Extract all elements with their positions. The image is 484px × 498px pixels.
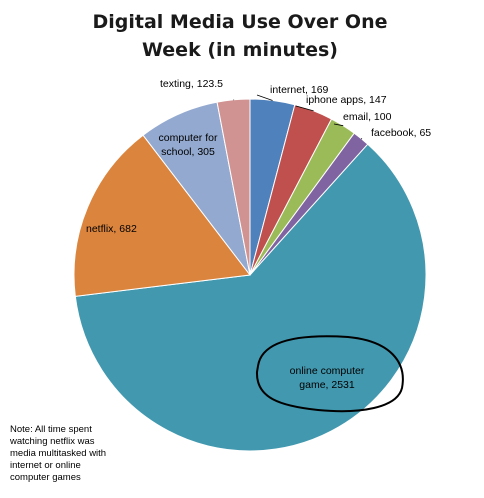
leader-line-internet (256, 94, 273, 101)
chart-title: Digital Media Use Over One Week (in minu… (92, 11, 388, 61)
hand-drawn-circle-annotation (255, 335, 404, 413)
slice-label-facebook: facebook, 65 (371, 127, 431, 139)
slice-label-email: email, 100 (343, 111, 392, 123)
pie-slice-online-computer-game (74, 143, 427, 452)
slice-label-texting: texting, 123.5 (160, 78, 223, 90)
slice-label-computer-for-school: computer for school, 305 (159, 132, 218, 158)
slice-label-iphone-apps: iphone apps, 147 (306, 94, 387, 106)
leader-line-email (333, 123, 344, 127)
pie-slice-texting (216, 98, 251, 276)
slice-label-netflix: netflix, 682 (86, 223, 137, 235)
pie-slice-netflix (73, 134, 251, 297)
leader-line-iphone-apps (295, 105, 314, 112)
chart-note: Note: All time spent watching netflix wa… (10, 424, 107, 483)
slice-label-online-computer-game: online computer game, 2531 (290, 365, 365, 391)
slice-label-internet: internet, 169 (270, 84, 329, 96)
leader-line-facebook (360, 138, 363, 140)
